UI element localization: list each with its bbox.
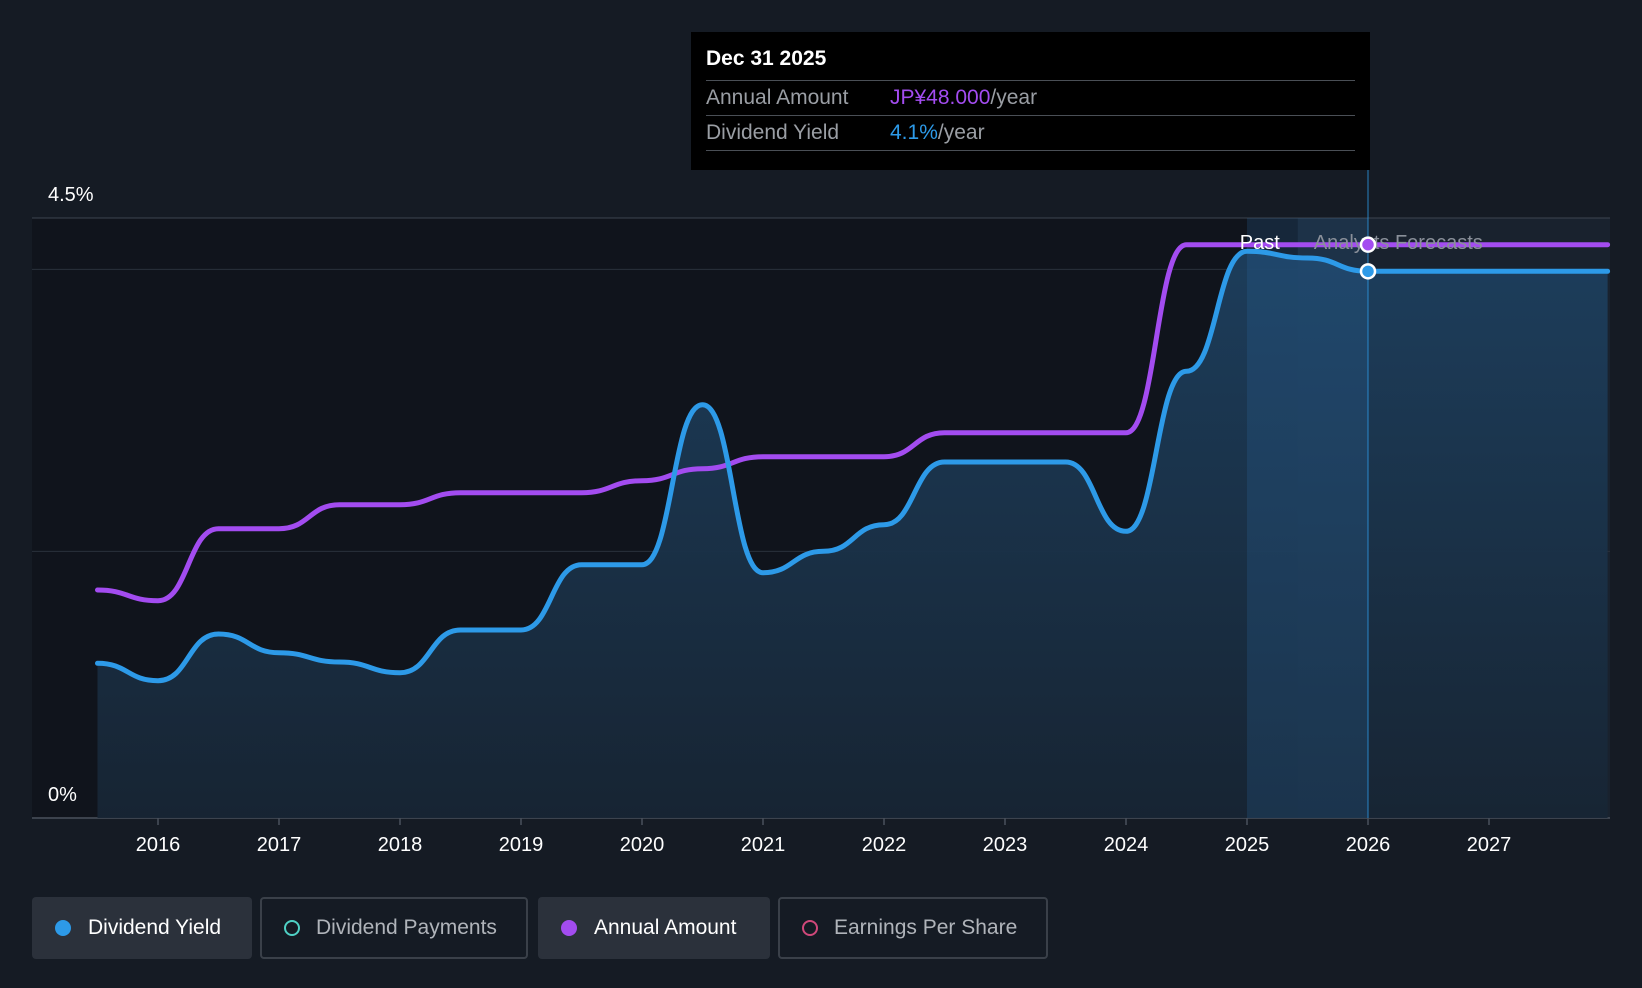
forecast-highlight-band (1247, 218, 1368, 818)
x-tick-label: 2021 (741, 834, 786, 856)
legend-label: Annual Amount (594, 916, 737, 939)
tooltip-label: Annual Amount (706, 86, 849, 109)
tooltip-date: Dec 31 2025 (706, 46, 1355, 81)
tooltip-row-dividend-yield: Dividend Yield 4.1%/year (706, 116, 1355, 151)
x-tick-label: 2018 (378, 834, 423, 856)
legend-dot-icon (55, 920, 71, 936)
legend-label: Dividend Yield (88, 916, 222, 939)
legend-dot-icon (284, 920, 300, 936)
x-tick-label: 2025 (1225, 834, 1270, 856)
x-tick-label: 2026 (1346, 834, 1391, 856)
x-tick-label: 2017 (257, 834, 302, 856)
legend-item-dividend-yield[interactable]: Dividend Yield (32, 897, 252, 959)
x-tick-label: 2022 (862, 834, 907, 856)
annual-amount-line (95, 242, 1611, 604)
tooltip-unit: /year (990, 86, 1038, 109)
tooltip-row-annual-amount: Annual Amount JP¥48.000/year (706, 81, 1355, 116)
dividend-yield-marker (1359, 263, 1377, 280)
legend-dot-icon (802, 920, 818, 936)
legend-item-annual-amount[interactable]: Annual Amount (538, 897, 770, 959)
tooltip: Dec 31 2025 Annual Amount JP¥48.000/year… (691, 32, 1370, 170)
x-tick-label: 2023 (983, 834, 1028, 856)
past-label: Past (1240, 232, 1280, 254)
legend-item-dividend-payments[interactable]: Dividend Payments (260, 897, 528, 959)
dividend-yield-line (95, 248, 1611, 684)
tooltip-label: Dividend Yield (706, 121, 840, 144)
tooltip-value: 4.1% (890, 121, 938, 144)
legend-dot-icon (561, 920, 577, 936)
x-tick-label: 2016 (136, 834, 181, 856)
annual-amount-marker (1359, 236, 1377, 253)
dividend-yield-area (97, 251, 1608, 819)
tooltip-unit: /year (937, 121, 985, 144)
forecast-label: Analysts Forecasts (1314, 232, 1483, 254)
y-tick-label: 0% (48, 784, 77, 806)
legend-item-earnings-per-share[interactable]: Earnings Per Share (778, 897, 1048, 959)
x-tick-label: 2024 (1104, 834, 1149, 856)
x-tick-label: 2027 (1467, 834, 1512, 856)
tooltip-value: JP¥48.000 (890, 86, 991, 109)
legend-label: Dividend Payments (316, 916, 497, 939)
x-tick-label: 2020 (620, 834, 665, 856)
x-tick-label: 2019 (499, 834, 544, 856)
y-tick-label: 4.5% (48, 184, 94, 206)
legend-label: Earnings Per Share (834, 916, 1018, 939)
